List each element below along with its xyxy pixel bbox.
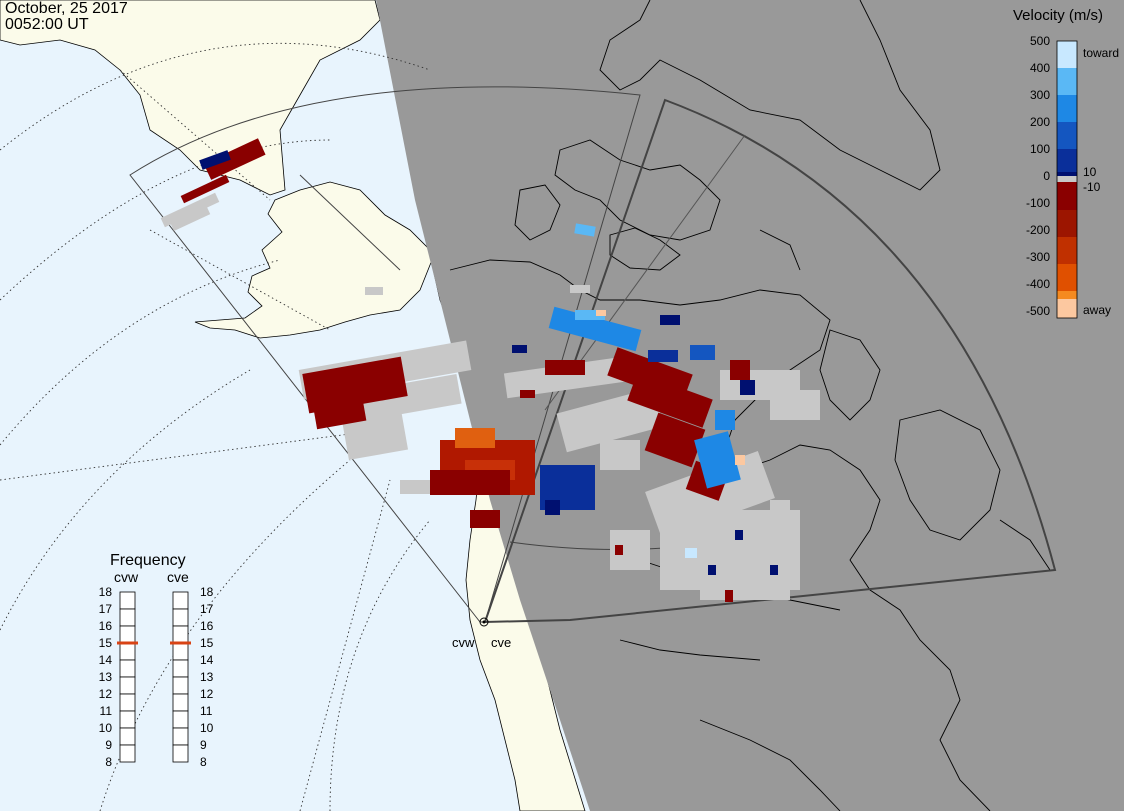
frequency-markers bbox=[117, 641, 191, 645]
colorbar-tick-minus-400: -400 bbox=[1026, 277, 1050, 291]
frequency-left-tick: 12 bbox=[99, 687, 113, 701]
frequency-cve-cell bbox=[172, 727, 189, 746]
frequency-left-tick: 18 bbox=[99, 585, 113, 599]
frequency-right-tick: 14 bbox=[200, 653, 214, 667]
colorbar-tick-minus-100: -100 bbox=[1026, 196, 1050, 210]
colorbar-tick-100: 100 bbox=[1030, 142, 1050, 156]
frequency-cve-cell bbox=[172, 625, 189, 644]
frequency-right-label: cve bbox=[167, 569, 189, 585]
frequency-left-tick: 17 bbox=[99, 602, 113, 616]
frequency-cve-cell bbox=[172, 608, 189, 627]
colorbar-swatch-away-3 bbox=[1057, 237, 1077, 264]
colorbar-swatch-away-5 bbox=[1057, 291, 1077, 299]
frequency-right-tick: 12 bbox=[200, 687, 214, 701]
frequency-right-tick: 15 bbox=[200, 636, 214, 650]
colorbar-tick-minus-200: -200 bbox=[1026, 223, 1050, 237]
frequency-ticks-right: 18 17 16 15 14 13 12 11 10 9 8 bbox=[200, 585, 214, 769]
colorbar-swatch-away-2 bbox=[1057, 210, 1077, 237]
colorbar-title: Velocity (m/s) bbox=[1013, 7, 1103, 24]
frequency-cvw-cell bbox=[119, 625, 136, 644]
colorbar-swatch-toward-4 bbox=[1057, 122, 1077, 149]
colorbar-tick-minus-300: -300 bbox=[1026, 250, 1050, 264]
colorbar-swatch-away-6 bbox=[1057, 299, 1077, 318]
frequency-right-tick: 13 bbox=[200, 670, 214, 684]
frequency-left-tick: 10 bbox=[99, 721, 113, 735]
frequency-cvw-cell bbox=[119, 744, 136, 763]
frequency-right-tick: 9 bbox=[200, 738, 207, 752]
frequency-cve-cell bbox=[172, 659, 189, 678]
frequency-cvw-cell bbox=[119, 608, 136, 627]
colorbar-swatch-toward-3 bbox=[1057, 95, 1077, 122]
colorbar-swatch-away-1 bbox=[1057, 182, 1077, 210]
radar-site bbox=[479, 617, 489, 627]
colorbar-swatch-toward-1 bbox=[1057, 41, 1077, 68]
frequency-cvw-cell bbox=[119, 710, 136, 729]
frequency-right-tick: 18 bbox=[200, 585, 214, 599]
frequency-left-tick: 16 bbox=[99, 619, 113, 633]
frequency-right-tick: 11 bbox=[200, 704, 213, 718]
frequency-ladder-cve bbox=[172, 591, 189, 763]
colorbar-swatch-toward-6 bbox=[1057, 172, 1077, 176]
velocity-toward bbox=[199, 150, 778, 575]
colorbar-tick-0: 0 bbox=[1043, 169, 1050, 183]
frequency-cvw-cell bbox=[119, 591, 136, 610]
frequency-cvw-cell bbox=[119, 642, 136, 661]
colorbar-swatch-zero bbox=[1057, 176, 1077, 182]
frequency-right-tick: 8 bbox=[200, 755, 207, 769]
frequency-left-tick: 8 bbox=[105, 755, 112, 769]
colorbar-tick-400: 400 bbox=[1030, 61, 1050, 75]
colorbar-swatch-toward-2 bbox=[1057, 68, 1077, 95]
frequency-cve-cell bbox=[172, 676, 189, 695]
colorbar-tick-10: 10 bbox=[1083, 165, 1097, 179]
header-date: October, 25 2017 bbox=[5, 0, 128, 17]
frequency-ticks-left: 18 17 16 15 14 13 12 11 10 9 8 bbox=[99, 585, 113, 769]
colorbar-frame bbox=[1056, 40, 1078, 319]
frequency-cve-cell bbox=[172, 591, 189, 610]
frequency-cvw-cell bbox=[119, 727, 136, 746]
colorbar-swatch-away-4 bbox=[1057, 264, 1077, 291]
header-time: 0052:00 UT bbox=[5, 16, 89, 33]
frequency-ladder-cvw bbox=[119, 591, 136, 763]
frequency-left-tick: 13 bbox=[99, 670, 113, 684]
frequency-left-label: cvw bbox=[114, 569, 139, 585]
frequency-cvw-cell bbox=[119, 659, 136, 678]
colorbar-away-label: away bbox=[1083, 303, 1111, 317]
cvw-fov bbox=[129, 86, 641, 623]
colorbar-swatch-toward-5 bbox=[1057, 149, 1077, 176]
frequency-left-tick: 14 bbox=[99, 653, 113, 667]
frequency-left-tick: 15 bbox=[99, 636, 113, 650]
frequency-cve-cell bbox=[172, 642, 189, 661]
frequency-panel: Frequency cvw cve 18 17 16 15 14 13 12 11 10 9 8 1… bbox=[99, 552, 214, 769]
velocity-colorbar: Velocity (m/s) 500 400 300 200 100 10 0 … bbox=[1013, 7, 1119, 319]
frequency-cvw-cell bbox=[119, 693, 136, 712]
colorbar-tick-minus-10: -10 bbox=[1083, 180, 1101, 194]
colorbar-tick-300: 300 bbox=[1030, 88, 1050, 102]
frequency-right-tick: 10 bbox=[200, 721, 214, 735]
frequency-right-tick: 17 bbox=[200, 602, 214, 616]
colorbar-toward-label: toward bbox=[1083, 46, 1119, 60]
frequency-title: Frequency bbox=[110, 552, 186, 569]
frequency-cve-cell bbox=[172, 710, 189, 729]
frequency-cve-cell bbox=[172, 744, 189, 763]
radar-label-cve: cve bbox=[491, 635, 511, 650]
frequency-right-tick: 16 bbox=[200, 619, 214, 633]
colorbar-tick-500: 500 bbox=[1030, 34, 1050, 48]
frequency-left-tick: 11 bbox=[100, 704, 113, 718]
frequency-left-tick: 9 bbox=[105, 738, 112, 752]
frequency-cve-cell bbox=[172, 693, 189, 712]
radar-label-cvw: cvw bbox=[452, 635, 475, 650]
frequency-marker-cvw bbox=[117, 641, 138, 645]
frequency-cvw-cell bbox=[119, 676, 136, 695]
colorbar-tick-200: 200 bbox=[1030, 115, 1050, 129]
frequency-marker-cve bbox=[170, 641, 191, 645]
magnetic-graticule bbox=[0, 42, 431, 811]
colorbar-tick-minus-500: -500 bbox=[1026, 304, 1050, 318]
velocity-away bbox=[180, 138, 750, 602]
